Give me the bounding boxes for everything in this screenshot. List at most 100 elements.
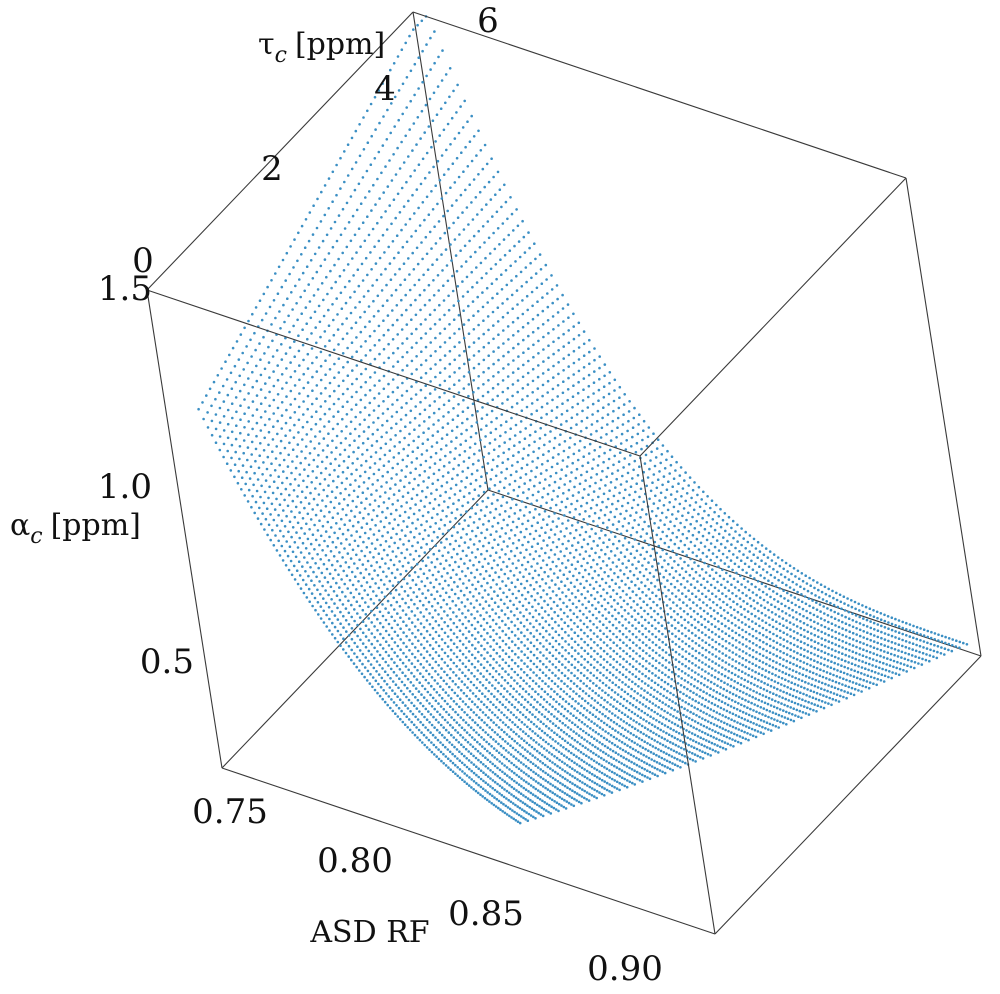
data-point [464, 616, 467, 619]
data-point [631, 641, 635, 644]
data-point [457, 463, 461, 467]
data-point [409, 553, 412, 556]
data-point [690, 732, 694, 735]
data-point [532, 785, 535, 789]
data-point [412, 723, 416, 727]
data-point [550, 687, 553, 691]
data-point [551, 769, 555, 772]
data-point [336, 410, 340, 414]
data-point [404, 665, 408, 668]
data-point [333, 362, 336, 366]
data-point [461, 643, 465, 646]
data-point [208, 387, 212, 391]
data-point [519, 582, 523, 586]
data-point [371, 483, 375, 486]
data-point [462, 745, 466, 749]
data-point [640, 680, 644, 683]
data-point [371, 227, 375, 231]
data-point [504, 477, 507, 480]
data-point [535, 466, 539, 469]
data-point [237, 358, 241, 361]
data-point [575, 716, 578, 720]
data-point [526, 628, 529, 632]
data-point [614, 617, 618, 621]
data-point [535, 665, 539, 669]
data-point [528, 727, 532, 731]
data-point [404, 413, 408, 417]
data-point [363, 406, 367, 409]
data-point [640, 724, 644, 728]
data-point [422, 696, 426, 699]
data-point [423, 420, 426, 423]
data-point [491, 675, 495, 679]
data-point [526, 725, 529, 729]
data-point [424, 564, 428, 567]
data-point [679, 739, 682, 742]
data-point [499, 718, 502, 722]
data-point [415, 368, 418, 371]
data-point [432, 507, 435, 511]
data-point [676, 738, 679, 741]
data-point [509, 549, 513, 553]
data-point [384, 562, 387, 565]
data-point [594, 607, 598, 610]
data-point [436, 673, 440, 676]
data-point [563, 514, 566, 517]
data-point [689, 689, 692, 693]
data-point [491, 684, 494, 687]
data-point [485, 621, 489, 625]
data-point [503, 441, 507, 444]
data-point [607, 761, 611, 765]
data-point [333, 376, 336, 380]
data-point [534, 764, 537, 767]
data-point [399, 573, 403, 576]
data-point [485, 669, 489, 673]
data-point [644, 627, 647, 630]
data-point [376, 617, 379, 621]
data-point [210, 404, 213, 408]
data-point [680, 733, 684, 737]
data-point [315, 397, 318, 401]
data-point [422, 636, 426, 640]
data-point [405, 351, 409, 354]
data-point [650, 624, 654, 627]
data-point [558, 719, 562, 723]
data-point [314, 435, 317, 438]
data-point [485, 505, 488, 509]
data-point [319, 405, 323, 408]
data-point [661, 743, 665, 747]
data-point [470, 769, 474, 773]
data-point [276, 419, 280, 423]
data-point [591, 576, 594, 580]
data-point [647, 621, 650, 625]
data-point [469, 689, 472, 692]
data-point [578, 786, 582, 790]
data-point [443, 367, 447, 370]
data-point [664, 658, 668, 662]
data-point [299, 501, 303, 504]
data-point [527, 453, 530, 457]
data-point [674, 702, 677, 705]
data-point [586, 652, 590, 655]
data-point [499, 692, 503, 696]
data-point [711, 660, 714, 663]
data-point [514, 643, 517, 647]
data-point [542, 654, 545, 657]
data-point [448, 676, 452, 680]
data-point [463, 605, 467, 608]
data-point [501, 770, 504, 774]
data-point [422, 626, 426, 629]
data-point [349, 239, 353, 243]
data-point [233, 475, 236, 479]
data-point [582, 622, 586, 626]
data-point [508, 718, 512, 722]
data-point [364, 459, 368, 463]
data-point [549, 744, 553, 748]
data-point [623, 770, 626, 774]
data-point [346, 346, 349, 350]
data-point [464, 574, 467, 578]
data-point [496, 790, 499, 794]
data-point [582, 760, 586, 764]
data-point [467, 659, 471, 663]
data-point [423, 715, 426, 719]
